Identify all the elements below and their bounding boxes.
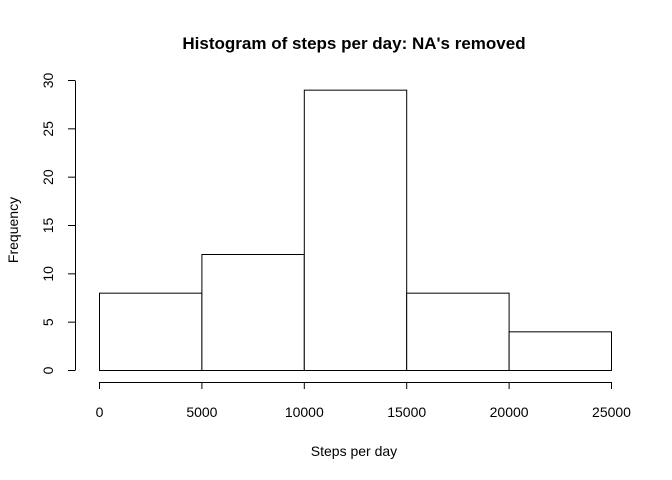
y-tick-label: 25: [40, 121, 56, 137]
y-tick-label: 30: [40, 73, 56, 89]
y-axis-label: Frequency: [5, 197, 21, 263]
y-axis: 0 5 10 15 20 25 30: [40, 73, 76, 374]
histogram-bar-2: [201, 254, 305, 371]
x-tick-label: 0: [96, 404, 104, 420]
y-tick-label: 20: [40, 169, 56, 185]
x-axis: 0 5000 10000 15000 20000 25000: [96, 382, 631, 420]
bars-group: [99, 89, 613, 372]
y-tick-label: 10: [40, 266, 56, 282]
histogram-bar-5: [508, 331, 613, 372]
chart-title: Histogram of steps per day: NA's removed: [182, 34, 525, 53]
x-axis-label: Steps per day: [311, 443, 397, 459]
x-tick-label: 5000: [186, 404, 217, 420]
histogram-bar-3: [303, 89, 408, 372]
histogram-bar-4: [406, 292, 510, 371]
x-tick-label: 25000: [592, 404, 631, 420]
histogram-bar-1: [99, 292, 203, 371]
y-tick-label: 15: [40, 218, 56, 234]
x-tick-label: 10000: [285, 404, 324, 420]
y-tick-label: 5: [40, 318, 56, 326]
x-tick-label: 15000: [387, 404, 426, 420]
y-tick-label: 0: [40, 366, 56, 374]
x-tick-label: 20000: [490, 404, 529, 420]
